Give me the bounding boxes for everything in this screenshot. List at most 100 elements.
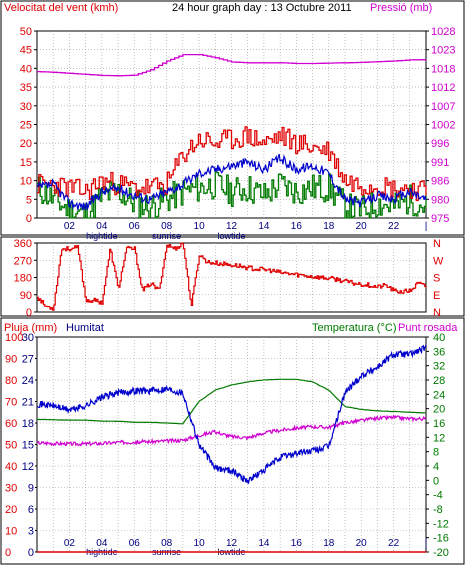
temperature-axis-label: Temperatura (°C) bbox=[312, 322, 396, 334]
humidity-tick-label: 12 bbox=[22, 461, 34, 473]
hour-tick-label: 20 bbox=[356, 538, 368, 549]
hour-tick-label: 16 bbox=[291, 221, 303, 232]
temperature-tick-label: 4 bbox=[433, 461, 439, 473]
temperature-tick-label: -12 bbox=[433, 518, 449, 530]
rain-axis-label: Pluja (mm) bbox=[4, 322, 57, 334]
pressure-tick-label: 991 bbox=[431, 157, 449, 169]
rain-tick-label: 10 bbox=[5, 526, 17, 538]
rain-tick-label: 90 bbox=[5, 354, 17, 366]
hour-tick-label: 12 bbox=[226, 221, 238, 232]
temperature-tick-label: 12 bbox=[433, 432, 445, 444]
humidity-tick-label: 24 bbox=[22, 375, 34, 387]
rain-tick-label: 20 bbox=[5, 504, 17, 516]
pressure-tick-label: 1023 bbox=[431, 45, 455, 57]
series-line-humidity bbox=[37, 344, 427, 484]
temperature-tick-label: 20 bbox=[433, 404, 445, 416]
marker-label-lowtide: lowtide bbox=[217, 231, 245, 241]
temperature-tick-label: -20 bbox=[433, 547, 449, 559]
rain-tick-label: 80 bbox=[5, 375, 17, 387]
wind-speed-tick-label: 0 bbox=[26, 213, 32, 225]
temperature-tick-label: 32 bbox=[433, 361, 445, 373]
hour-tick-label: 02 bbox=[64, 221, 76, 232]
wind-speed-tick-label: 35 bbox=[20, 82, 32, 94]
humidity-axis-label: Humitat bbox=[66, 322, 104, 334]
hour-tick-label: 12 bbox=[226, 538, 238, 549]
direction-tick-label: 180 bbox=[14, 273, 32, 285]
hour-tick-label: 18 bbox=[323, 538, 335, 549]
rain-tick-label: 70 bbox=[5, 397, 17, 409]
rain-tick-label: 0 bbox=[5, 547, 11, 559]
wind-speed-tick-label: 30 bbox=[20, 101, 32, 113]
temperature-tick-label: -16 bbox=[433, 533, 449, 545]
marker-label-sunrise: sunrise bbox=[152, 231, 181, 241]
wind-pressure-plot: 0510152025303540455097598098699199610021… bbox=[20, 26, 456, 241]
humidity-tick-label: 30 bbox=[22, 332, 34, 344]
humidity-tick-label: 9 bbox=[28, 483, 34, 495]
series-line-direction bbox=[37, 242, 427, 311]
humidity-tick-label: 3 bbox=[28, 526, 34, 538]
hour-tick-end: | bbox=[425, 221, 428, 232]
pressure-tick-label: 975 bbox=[431, 213, 449, 225]
direction-tick-label: 90 bbox=[20, 290, 32, 302]
humidity-tick-label: 6 bbox=[28, 504, 34, 516]
pressure-tick-label: 996 bbox=[431, 138, 449, 150]
hour-tick-label: 14 bbox=[258, 221, 270, 232]
wind-speed-axis-label: Velocitat del vent (kmh) bbox=[4, 2, 118, 14]
hour-tick-label: 06 bbox=[129, 538, 141, 549]
hour-tick-label: 02 bbox=[64, 538, 76, 549]
wind-speed-tick-label: 20 bbox=[20, 138, 32, 150]
rain-tick-label: 50 bbox=[5, 440, 17, 452]
hour-tick-label: 22 bbox=[388, 221, 400, 232]
humidity-tick-label: 18 bbox=[22, 418, 34, 430]
humidity-tick-label: 27 bbox=[22, 354, 34, 366]
humidity-tick-label: 21 bbox=[22, 397, 34, 409]
wind-speed-tick-label: 10 bbox=[20, 176, 32, 188]
hour-tick-label: 08 bbox=[161, 221, 173, 232]
temperature-tick-label: -4 bbox=[433, 490, 443, 502]
hour-tick-label: 04 bbox=[96, 221, 108, 232]
hour-tick-label: 10 bbox=[194, 221, 206, 232]
marker-label-hightide: hightide bbox=[86, 231, 118, 241]
direction-tick-label: 270 bbox=[14, 255, 32, 267]
temperature-tick-label: 16 bbox=[433, 418, 445, 430]
rain-tick-label: 40 bbox=[5, 461, 17, 473]
humidity-tick-label: 15 bbox=[22, 440, 34, 452]
hour-tick-label: 14 bbox=[258, 538, 270, 549]
compass-tick-label: W bbox=[433, 255, 444, 267]
wind-speed-tick-label: 45 bbox=[20, 45, 32, 57]
pressure-tick-label: 1028 bbox=[431, 26, 455, 38]
dewpoint-axis-label: Punt rosada bbox=[398, 322, 458, 334]
wind-speed-tick-label: 5 bbox=[26, 194, 32, 206]
rain-humidity-temperature-plot: 0102030405060708090100036912151821242730… bbox=[5, 332, 449, 559]
pressure-tick-label: 1018 bbox=[431, 63, 455, 75]
wind-speed-tick-label: 40 bbox=[20, 63, 32, 75]
temperature-tick-label: 8 bbox=[433, 447, 439, 459]
wind-speed-tick-label: 15 bbox=[20, 157, 32, 169]
hour-tick-label: 20 bbox=[356, 221, 368, 232]
pressure-tick-label: 980 bbox=[431, 194, 449, 206]
graph-title: 24 hour graph day : 13 Octubre 2011 bbox=[172, 2, 352, 14]
pressure-axis-label: Pressió (mb) bbox=[370, 2, 432, 14]
pressure-tick-label: 1002 bbox=[431, 120, 455, 132]
pressure-tick-label: 1012 bbox=[431, 82, 455, 94]
hour-tick-end: | bbox=[425, 538, 428, 549]
rain-tick-label: 60 bbox=[5, 418, 17, 430]
series-line-temperature bbox=[37, 378, 426, 425]
wind-speed-tick-label: 50 bbox=[20, 26, 32, 38]
compass-tick-label: E bbox=[433, 290, 440, 302]
rain-tick-label: 30 bbox=[5, 483, 17, 495]
temperature-tick-label: -8 bbox=[433, 504, 443, 516]
series-line-dewpoint bbox=[36, 414, 427, 447]
pressure-tick-label: 986 bbox=[431, 176, 449, 188]
series-line-gust bbox=[37, 126, 427, 202]
hour-tick-label: 06 bbox=[129, 221, 141, 232]
hour-tick-label: 16 bbox=[291, 538, 303, 549]
compass-tick-label: S bbox=[433, 273, 440, 285]
hour-tick-label: 04 bbox=[96, 538, 108, 549]
hour-tick-label: 18 bbox=[323, 221, 335, 232]
compass-tick-label: N bbox=[433, 307, 441, 319]
temperature-tick-label: 36 bbox=[433, 346, 445, 358]
